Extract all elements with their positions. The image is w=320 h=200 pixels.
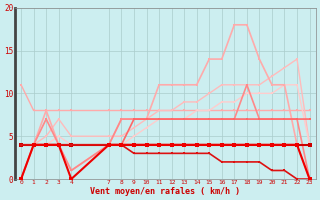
- X-axis label: Vent moyen/en rafales ( km/h ): Vent moyen/en rafales ( km/h ): [90, 187, 240, 196]
